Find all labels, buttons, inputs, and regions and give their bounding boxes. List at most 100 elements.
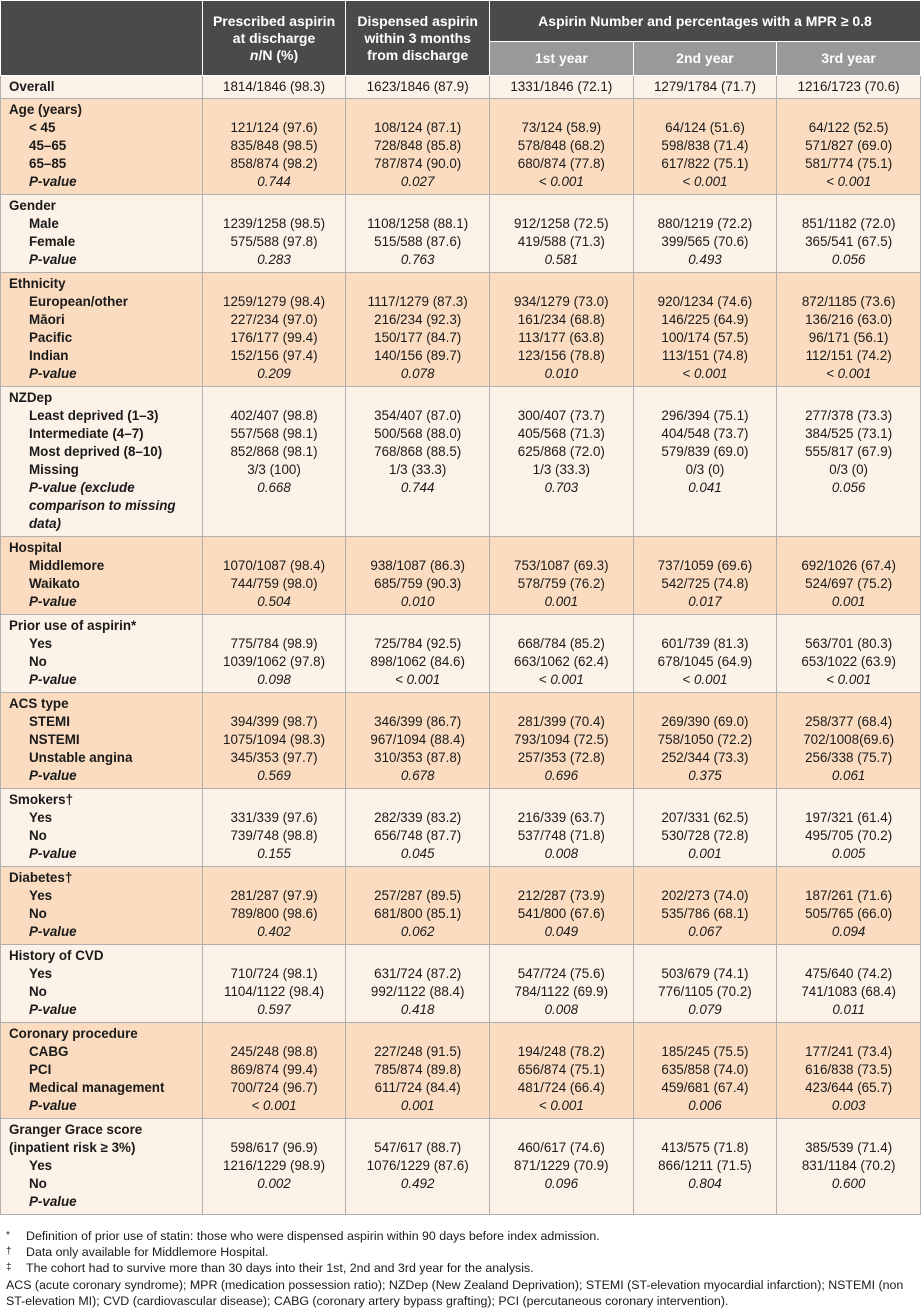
table-cell-value: 728/848 (85.8): [374, 138, 462, 153]
p-value: 0.045: [400, 846, 435, 861]
value-cell: 121/124 (97.6) 835/848 (98.5) 858/874 (98.…: [201, 98, 347, 195]
p-value-label: P-value: [29, 1194, 77, 1209]
table-cell-value: 872/1185 (73.6): [801, 294, 896, 309]
value-cell: 851/1182 (72.0) 365/541 (67.5) 0.056: [776, 194, 921, 273]
value-cell: 737/1059 (69.6) 542/725 (74.8) 0.017: [632, 536, 778, 615]
table-cell-value: 912/1258 (72.5): [514, 216, 609, 231]
value-cell: 258/377 (68.4) 702/1008(69.6) 256/338 (75.…: [776, 692, 921, 789]
p-value: 0.744: [257, 174, 291, 189]
header-mpr-group: Aspirin Number and percentages with a MP…: [489, 0, 921, 42]
table-cell-value: 300/407 (73.7): [517, 408, 605, 423]
value-cell: 197/321 (61.4) 495/705 (70.2) 0.005: [776, 788, 921, 867]
table-cell-value: 413/575 (71.8): [661, 1140, 749, 1155]
value-cell: 187/261 (71.6) 505/765 (66.0) 0.094: [776, 866, 921, 945]
table-cell-value: 581/774 (75.1): [805, 156, 893, 171]
subgroup-label: Māori: [29, 312, 65, 327]
group-label: Ethnicity: [9, 276, 66, 291]
table-cell-value: 1070/1087 (98.4): [223, 558, 326, 573]
group-label: Coronary procedure: [9, 1026, 138, 1041]
subgroup-label: < 45: [29, 120, 56, 135]
value-cell: 872/1185 (73.6) 136/216 (63.0) 96/171 (56.…: [776, 272, 921, 387]
value-cell: 108/124 (87.1) 728/848 (85.8) 787/874 (90.…: [345, 98, 490, 195]
subgroup-label: NSTEMI: [29, 732, 80, 747]
table-cell-value: 0/3 (0): [685, 462, 725, 477]
table-cell-value: 296/394 (75.1): [661, 408, 749, 423]
p-value-label: P-value: [29, 1098, 77, 1113]
table-cell-value: 1108/1258 (88.1): [367, 216, 469, 231]
value-cell: 880/1219 (72.2) 399/565 (70.6) 0.493: [632, 194, 778, 273]
table-cell-value: 256/338 (75.7): [805, 750, 893, 765]
value-cell: 938/1087 (86.3) 685/759 (90.3) 0.010: [345, 536, 490, 615]
table-header: Prescribed aspirin at discharge n/N (%) …: [0, 0, 921, 76]
value-cell: 281/287 (97.9) 789/800 (98.6) 0.402: [201, 866, 347, 945]
group-block: Prior use of aspirin* Yes No P-value 775/784…: [0, 614, 921, 693]
p-value: < 0.001: [538, 174, 584, 189]
table-cell-value: 354/407 (87.0): [374, 408, 462, 423]
table-cell-value: 831/1184 (70.2): [801, 1158, 896, 1173]
header-prescribed: Prescribed aspirin at discharge n/N (%): [201, 0, 347, 76]
table-cell-value: 500/568 (88.0): [374, 426, 462, 441]
p-value: 0.668: [257, 480, 291, 495]
table-cell-value: 758/1050 (72.2): [657, 732, 753, 747]
table-cell-value: 310/353 (87.8): [374, 750, 462, 765]
subgroup-label: PCI: [29, 1062, 52, 1077]
value-cell: 547/617 (88.7) 1076/1229 (87.6) 0.492: [345, 1118, 490, 1215]
subgroup-label: STEMI: [29, 714, 70, 729]
p-value: 0.209: [257, 366, 291, 381]
group-label-cell: History of CVD Yes No P-value: [0, 944, 203, 1023]
p-value: 0.678: [400, 768, 435, 783]
subgroup-label: 65–85: [29, 156, 67, 171]
table-cell-value: 934/1279 (73.0): [514, 294, 609, 309]
p-value: 0.402: [257, 924, 291, 939]
table-cell-value: 866/1211 (71.5): [658, 1158, 752, 1173]
value-cell: 245/248 (98.8) 869/874 (99.4) 700/724 (96.…: [201, 1022, 347, 1119]
table-cell-value: 547/724 (75.6): [517, 966, 605, 981]
subgroup-label: European/other: [29, 294, 128, 309]
p-value-label: P-value: [29, 174, 77, 189]
table-cell-value: 405/568 (71.3): [517, 426, 605, 441]
p-value-label: P-value: [29, 366, 77, 381]
value-cell: 725/784 (92.5) 898/1062 (84.6) < 0.001: [345, 614, 490, 693]
p-value: 0.569: [257, 768, 291, 783]
table-cell-value: 541/800 (67.6): [517, 906, 605, 921]
table-cell-value: 656/748 (87.7): [374, 828, 462, 843]
value-cell: 185/245 (75.5) 635/858 (74.0) 459/681 (67.…: [632, 1022, 778, 1119]
p-value-label: P-value: [29, 1002, 77, 1017]
p-value: 0.067: [688, 924, 722, 939]
group-label-cell: Diabetes† Yes No P-value: [0, 866, 203, 945]
group-label: Gender: [9, 198, 56, 213]
footnote: ‡ The cohort had to survive more than 30 …: [6, 1261, 534, 1276]
table-cell-value: 601/739 (81.3): [661, 636, 749, 651]
table-cell-value: 277/378 (73.3): [805, 408, 893, 423]
table-cell-value: 535/786 (68.1): [661, 906, 749, 921]
table-cell-value: 530/728 (72.8): [661, 828, 749, 843]
table-cell-value: 768/868 (88.5): [374, 444, 462, 459]
table-cell-value: 281/399 (70.4): [517, 714, 605, 729]
subgroup-label: Indian: [29, 348, 69, 363]
value-cell: 64/122 (52.5) 571/827 (69.0) 581/774 (75.1…: [776, 98, 921, 195]
p-value: 0.098: [257, 672, 291, 687]
table-cell-value: 419/588 (71.3): [517, 234, 605, 249]
value-cell: 73/124 (58.9) 578/848 (68.2) 680/874 (77.8…: [489, 98, 634, 195]
p-value: 0.008: [544, 846, 579, 861]
subgroup-label: 45–65: [29, 138, 67, 153]
table-cell-value: 269/390 (69.0): [661, 714, 749, 729]
group-label-cell: Hospital Middlemore Waikato P-value: [0, 536, 203, 615]
group-label-cell: NZDep Least deprived (1–3) Intermediate (4…: [0, 386, 203, 537]
aspirin-adherence-table: Prescribed aspirin at discharge n/N (%) …: [0, 0, 921, 1215]
table-cell-value: 575/588 (97.8): [230, 234, 318, 249]
subgroup-label: Male: [29, 216, 59, 231]
table-cell-value: 678/1045 (64.9): [657, 654, 753, 669]
table-cell-value: 331/339 (97.6): [230, 810, 318, 825]
p-value: 0.079: [688, 1002, 722, 1017]
p-value: < 0.001: [538, 672, 584, 687]
table-cell-value: 920/1234 (74.6): [657, 294, 753, 309]
p-value-label: P-value: [29, 846, 77, 861]
table-cell-value: 611/724 (84.4): [374, 1080, 461, 1095]
table-cell-value: 680/874 (77.8): [517, 156, 605, 171]
subgroup-label: Medical management: [29, 1080, 165, 1095]
table-cell-value: 598/838 (71.4): [661, 138, 749, 153]
table-cell-value: 835/848 (98.5): [230, 138, 318, 153]
table-cell-value: 898/1062 (84.6): [370, 654, 465, 669]
table-cell-value: 685/759 (90.3): [374, 576, 462, 591]
